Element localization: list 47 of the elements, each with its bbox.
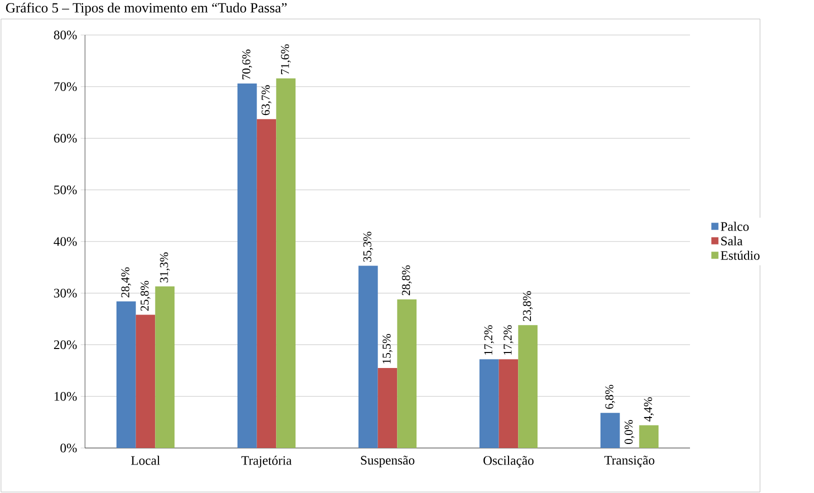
chart-title: Gráfico 5 – Tipos de movimento em “Tudo Passa”: [6, 2, 287, 16]
data-label: 31,3%: [160, 252, 170, 282]
y-tick-label: 80%: [54, 30, 77, 40]
data-label: 4,4%: [644, 397, 654, 422]
data-label: 17,2%: [484, 325, 494, 355]
y-tick-label: 30%: [54, 288, 77, 298]
x-tick-label: Local: [131, 456, 160, 465]
bar: [518, 325, 538, 448]
x-tick-label: Suspensão: [361, 456, 414, 468]
bar: [116, 301, 136, 448]
y-tick-label: 60%: [54, 134, 77, 143]
data-label: 70,6%: [242, 50, 252, 80]
bar: [479, 359, 499, 448]
data-label: 23,8%: [522, 291, 533, 322]
data-label: 17,2%: [504, 325, 514, 355]
bar: [639, 425, 659, 448]
bar: [397, 299, 417, 448]
x-tick-label: Trajetória: [241, 456, 292, 468]
legend-label: Sala: [721, 236, 743, 246]
bar: [256, 119, 276, 448]
data-label: 15,5%: [382, 334, 392, 364]
bar: [498, 359, 518, 448]
bar: [136, 314, 156, 448]
x-tick-label: Transição: [604, 456, 654, 468]
data-label: 63,7%: [262, 85, 272, 116]
bar: [276, 78, 296, 448]
bar: [600, 412, 620, 448]
data-label: 35,3%: [363, 232, 374, 262]
data-label: 6,8%: [605, 384, 616, 409]
data-label: 28,4%: [121, 267, 132, 298]
y-tick-label: 20%: [54, 340, 77, 350]
bar: [237, 84, 257, 448]
data-label: 28,8%: [402, 265, 412, 296]
y-tick-label: 70%: [54, 82, 77, 92]
y-tick-label: 0%: [60, 444, 77, 452]
x-tick-label: Oscilação: [484, 456, 534, 468]
legend-label: Estúdio: [720, 250, 760, 260]
bar: [358, 266, 378, 448]
y-tick-label: 40%: [54, 237, 77, 246]
data-label: 25,8%: [140, 280, 150, 311]
y-tick-label: 10%: [54, 392, 77, 401]
y-tick-label: 50%: [54, 185, 77, 194]
bar: [378, 368, 398, 448]
legend-label: Palco: [720, 222, 749, 231]
data-label: 0,0%: [624, 420, 634, 444]
data-label: 71,6%: [280, 44, 291, 74]
bar: [155, 286, 175, 448]
